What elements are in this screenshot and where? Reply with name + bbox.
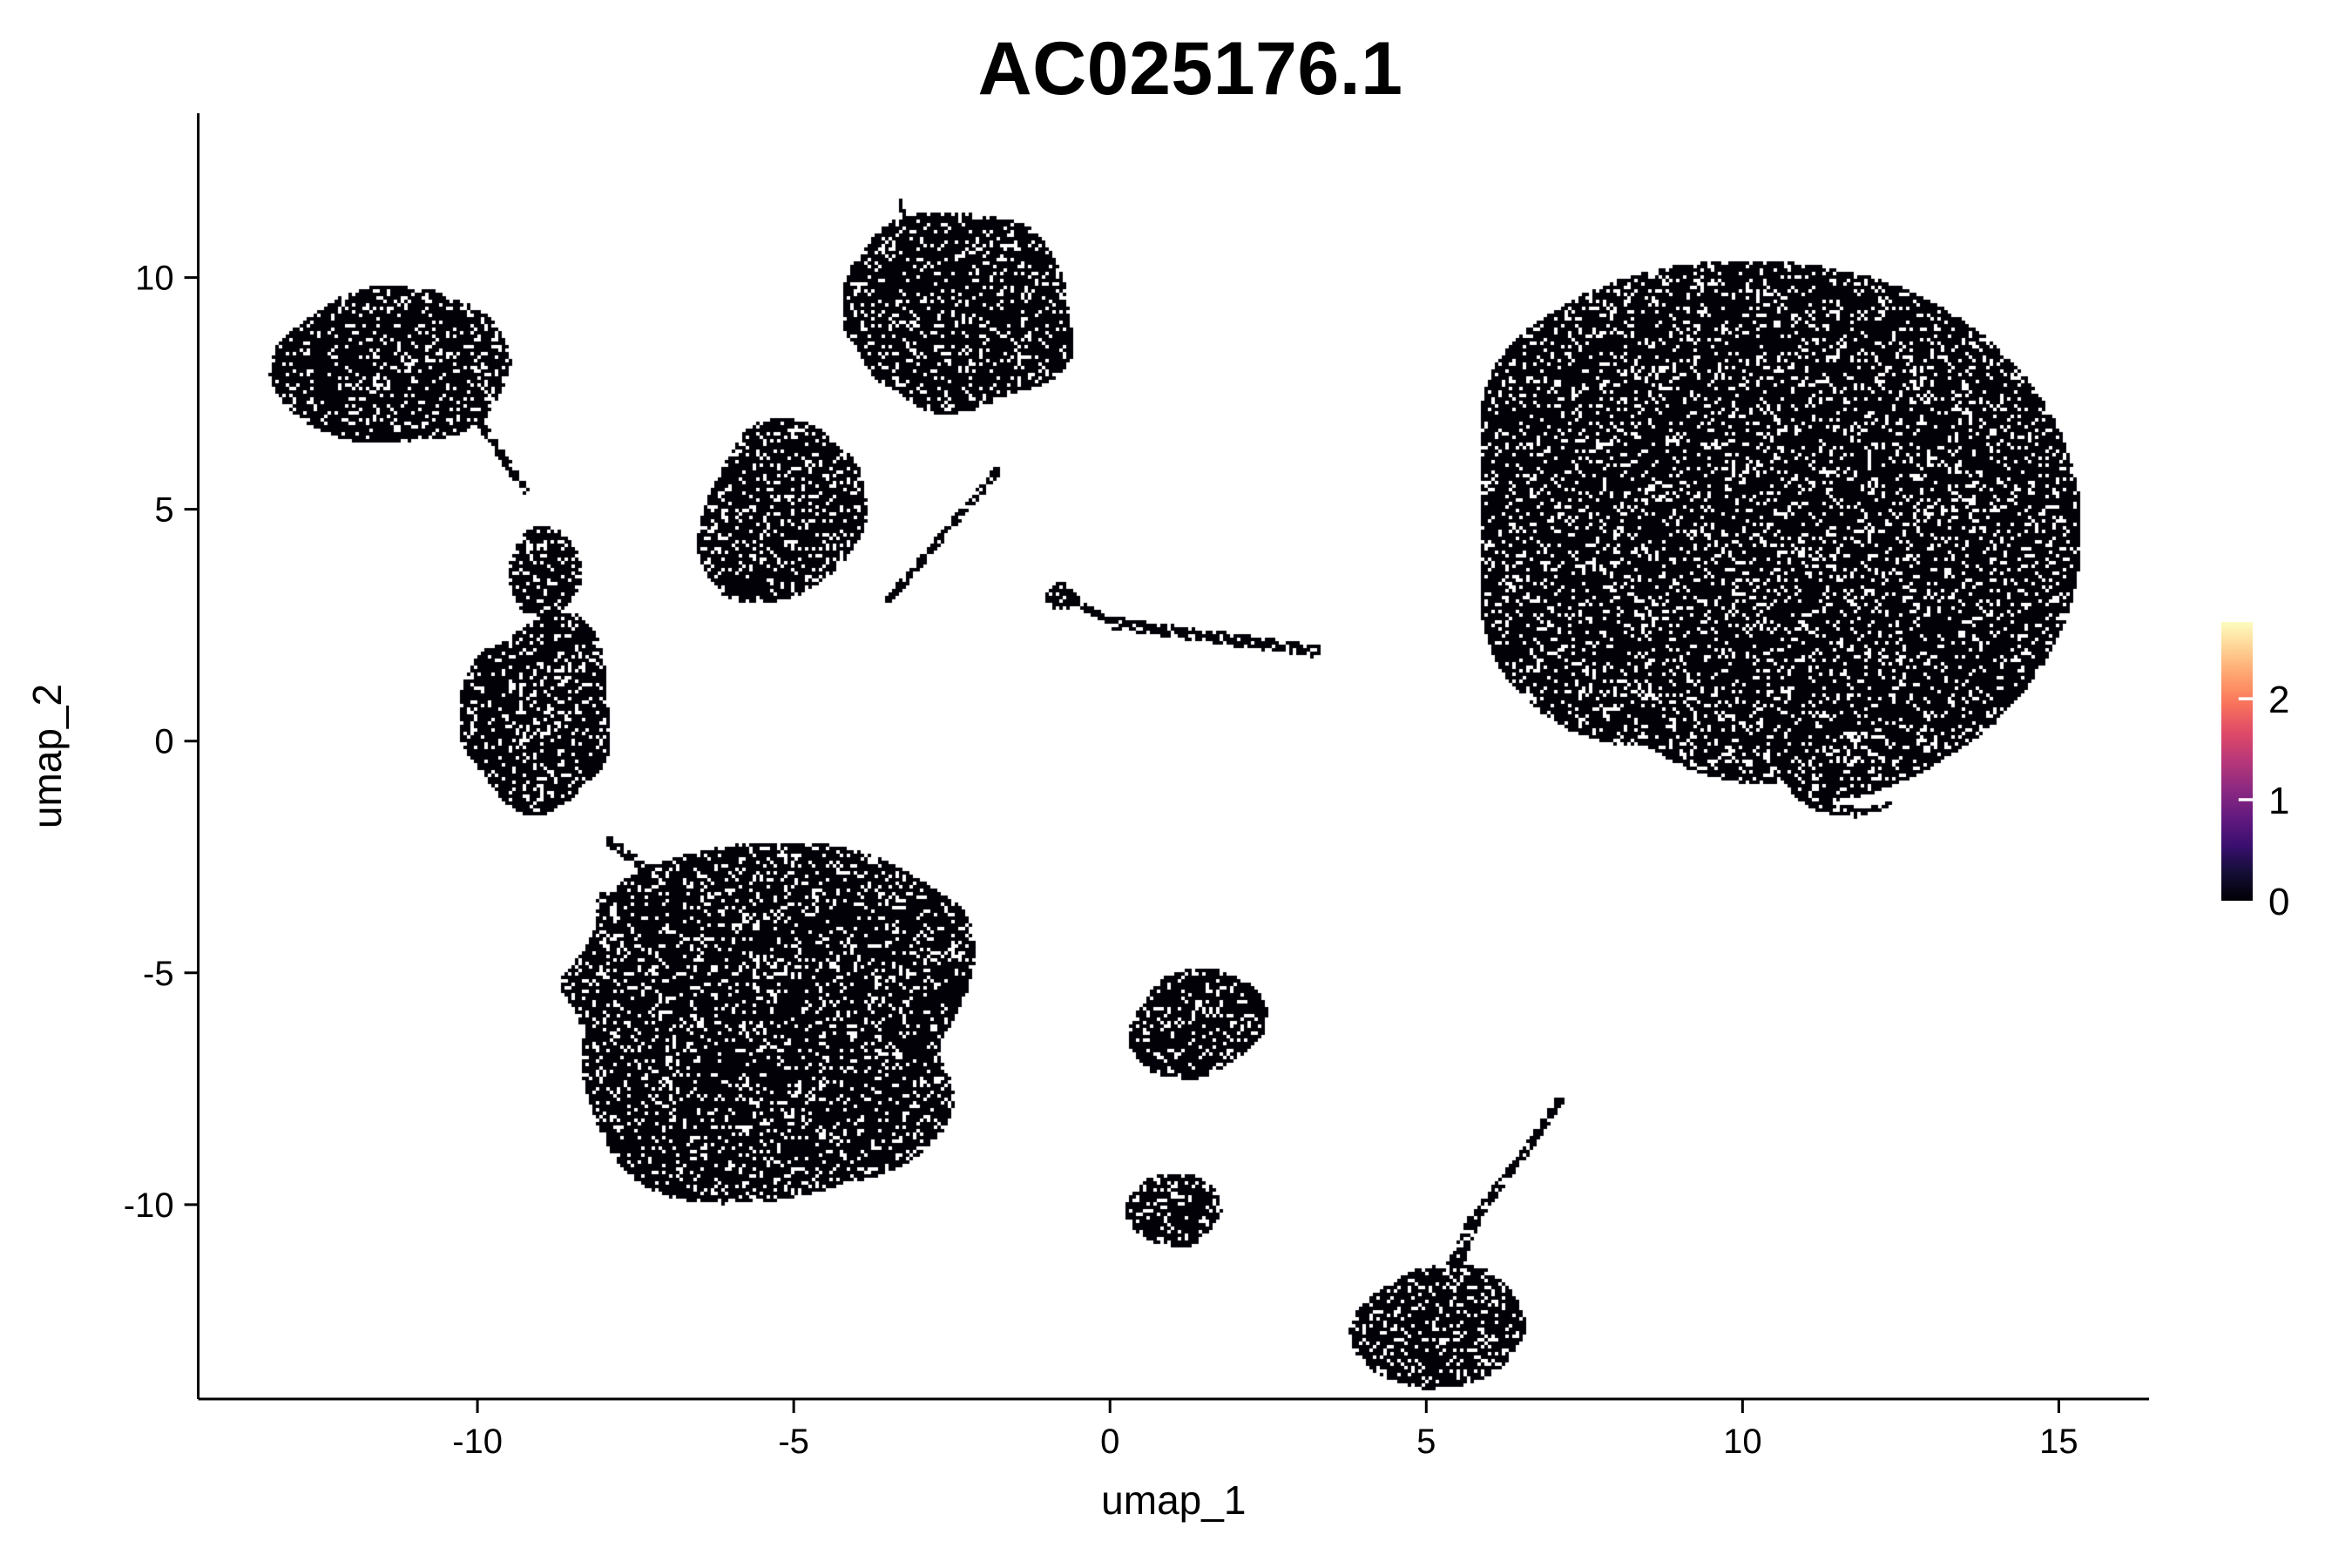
svg-text:-5: -5 bbox=[143, 955, 174, 993]
svg-text:10: 10 bbox=[1723, 1423, 1762, 1461]
svg-text:5: 5 bbox=[154, 491, 173, 530]
svg-text:0: 0 bbox=[154, 723, 173, 761]
svg-text:umap_2: umap_2 bbox=[24, 684, 70, 828]
svg-text:1: 1 bbox=[2268, 780, 2289, 822]
svg-text:-10: -10 bbox=[452, 1423, 503, 1461]
svg-text:2: 2 bbox=[2268, 679, 2289, 721]
svg-text:-10: -10 bbox=[124, 1186, 174, 1225]
svg-text:umap_1: umap_1 bbox=[1101, 1477, 1246, 1523]
svg-text:10: 10 bbox=[135, 260, 174, 298]
svg-text:15: 15 bbox=[2039, 1423, 2078, 1461]
svg-text:0: 0 bbox=[1100, 1423, 1119, 1461]
svg-text:5: 5 bbox=[1416, 1423, 1436, 1461]
svg-text:-5: -5 bbox=[778, 1423, 809, 1461]
svg-text:0: 0 bbox=[2268, 881, 2289, 923]
